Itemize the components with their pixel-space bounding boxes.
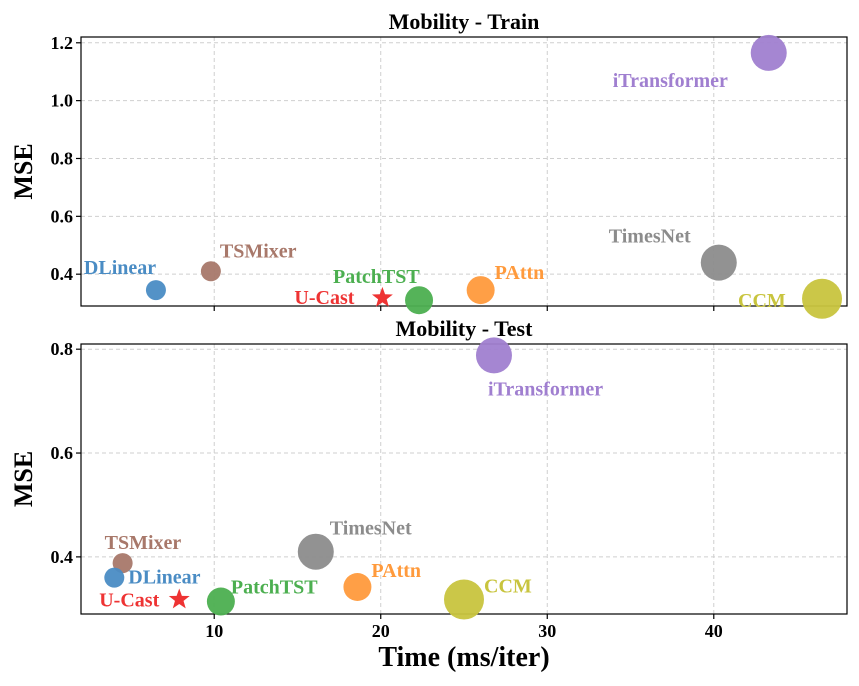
test-chart-title: Mobility - Test bbox=[396, 316, 534, 341]
train-point-dlinear bbox=[145, 280, 166, 301]
test-point-itransformer bbox=[475, 337, 512, 374]
test-point-ccm bbox=[444, 579, 484, 620]
test-label-ccm: CCM bbox=[484, 575, 532, 597]
test-label-u-cast: U-Cast bbox=[99, 589, 159, 611]
test-ytick-label: 0.4 bbox=[51, 547, 74, 567]
train-point-itransformer bbox=[750, 34, 787, 71]
test-label-timesnet: TimesNet bbox=[330, 518, 412, 540]
train-label-u-cast: U-Cast bbox=[294, 287, 354, 309]
test-label-itransformer: iTransformer bbox=[488, 378, 603, 400]
train-point-tsmixer bbox=[200, 261, 221, 282]
test-label-pattn: PAttn bbox=[371, 560, 421, 582]
test-label-dlinear: DLinear bbox=[128, 567, 200, 589]
test-point-dlinear bbox=[104, 567, 125, 588]
train-point-u-cast bbox=[371, 286, 393, 307]
test-ytick-label: 0.8 bbox=[51, 339, 74, 359]
train-label-pattn: PAttn bbox=[495, 262, 545, 284]
test-point-patchtst bbox=[206, 587, 235, 616]
test-label-patchtst: PatchTST bbox=[231, 577, 318, 599]
test-xtick-label: 20 bbox=[372, 621, 390, 641]
train-ytick-label: 0.4 bbox=[51, 264, 74, 284]
test-y-axis-label: MSE bbox=[9, 451, 38, 507]
train-point-timesnet bbox=[700, 244, 737, 281]
test-xtick-label: 30 bbox=[538, 621, 556, 641]
train-ytick-label: 1.0 bbox=[51, 91, 74, 111]
train-label-ccm: CCM bbox=[738, 290, 786, 312]
test-point-u-cast bbox=[168, 588, 190, 609]
train-label-timesnet: TimesNet bbox=[609, 226, 691, 248]
train-label-dlinear: DLinear bbox=[84, 257, 156, 279]
train-point-patchtst bbox=[405, 286, 434, 315]
train-ytick-label: 1.2 bbox=[51, 33, 74, 53]
test-ytick-label: 0.6 bbox=[51, 443, 74, 463]
x-axis-label: Time (ms/iter) bbox=[378, 642, 549, 673]
train-ytick-label: 0.8 bbox=[51, 148, 74, 168]
test-point-timesnet bbox=[297, 533, 334, 570]
test-point-tsmixer bbox=[112, 553, 133, 574]
train-label-tsmixer: TSMixer bbox=[220, 240, 297, 262]
train-point-ccm bbox=[802, 278, 843, 319]
train-chart-title: Mobility - Train bbox=[389, 9, 540, 34]
test-label-tsmixer: TSMixer bbox=[105, 532, 182, 554]
train-point-pattn bbox=[466, 276, 495, 305]
train-label-patchtst: PatchTST bbox=[333, 266, 420, 288]
train-plot-frame bbox=[80, 36, 848, 307]
test-point-pattn bbox=[343, 573, 372, 601]
train-y-axis-label: MSE bbox=[9, 143, 38, 199]
train-ytick-label: 0.6 bbox=[51, 206, 74, 226]
test-xtick-label: 10 bbox=[205, 621, 223, 641]
train-label-itransformer: iTransformer bbox=[613, 70, 728, 92]
test-xtick-label: 40 bbox=[705, 621, 723, 641]
